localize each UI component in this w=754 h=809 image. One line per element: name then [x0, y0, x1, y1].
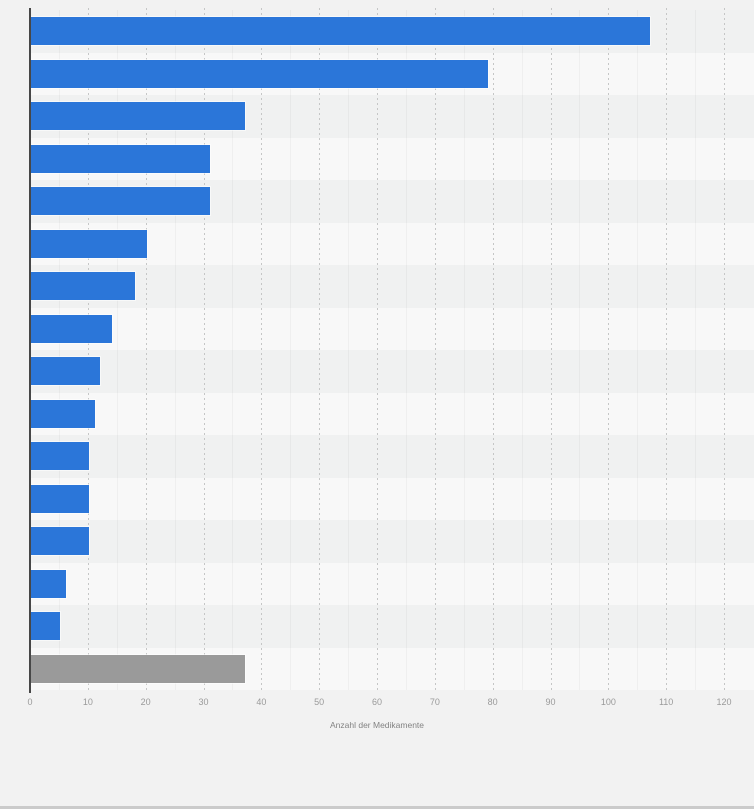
x-axis-title: Anzahl der Medikamente [329, 720, 425, 730]
x-axis-tick-label: 30 [198, 697, 209, 707]
bar[interactable] [31, 59, 488, 88]
x-axis-tick-label: 90 [545, 697, 556, 707]
major-gridline [377, 8, 378, 693]
bar[interactable] [31, 527, 89, 556]
bar[interactable] [31, 102, 245, 131]
row-stripe [30, 222, 754, 265]
row-stripe [30, 435, 754, 478]
bar[interactable] [31, 569, 66, 598]
row-stripe [30, 477, 754, 520]
bottom-divider [0, 806, 754, 809]
plot-area [30, 8, 754, 693]
row-stripe [30, 307, 754, 350]
bar[interactable] [31, 17, 650, 46]
x-axis-tick-label: 70 [429, 697, 440, 707]
minor-gridline [695, 10, 696, 690]
bar[interactable] [31, 612, 60, 641]
minor-gridline [348, 10, 349, 690]
x-axis-tick-label: 110 [658, 697, 674, 707]
bar[interactable] [31, 144, 211, 173]
x-axis-tick-label: 50 [314, 697, 325, 707]
major-gridline [261, 8, 263, 693]
x-axis-tick-label: 80 [487, 697, 498, 707]
x-axis-tick-label: 0 [27, 697, 33, 707]
row-stripe [30, 562, 754, 605]
major-gridline [145, 8, 147, 693]
bar[interactable] [31, 357, 101, 386]
bar[interactable] [31, 399, 95, 428]
row-stripe [30, 392, 754, 435]
row-stripe [30, 350, 754, 393]
bar[interactable] [31, 314, 112, 343]
bar[interactable] [31, 229, 147, 258]
minor-gridline [522, 10, 523, 690]
bar[interactable] [31, 187, 211, 216]
bar[interactable] [31, 484, 89, 513]
bar-highlight-gray[interactable] [31, 654, 245, 683]
x-axis-tick-label: 100 [600, 697, 616, 707]
y-axis-line [29, 8, 31, 693]
x-axis-tick-label: 60 [371, 697, 382, 707]
minor-gridline [464, 10, 465, 690]
x-axis-tick-label: 120 [716, 697, 732, 707]
minor-gridline [637, 10, 638, 690]
x-axis-tick-label: 40 [256, 697, 267, 707]
minor-gridline [579, 10, 580, 690]
x-axis-tick-label: 20 [140, 697, 151, 707]
minor-gridline [406, 10, 407, 690]
major-gridline [87, 8, 89, 693]
minor-gridline [290, 10, 291, 690]
bar[interactable] [31, 442, 89, 471]
major-gridline [666, 8, 668, 693]
row-stripe [30, 605, 754, 648]
major-gridline [724, 8, 725, 693]
major-gridline [550, 8, 552, 693]
major-gridline [319, 8, 321, 693]
bar[interactable] [31, 272, 136, 301]
major-gridline [608, 8, 610, 693]
major-gridline [434, 8, 436, 693]
row-stripe [30, 265, 754, 308]
major-gridline [492, 8, 494, 693]
x-axis-tick-label: 10 [82, 697, 93, 707]
row-stripe [30, 520, 754, 563]
major-gridline [203, 8, 205, 693]
